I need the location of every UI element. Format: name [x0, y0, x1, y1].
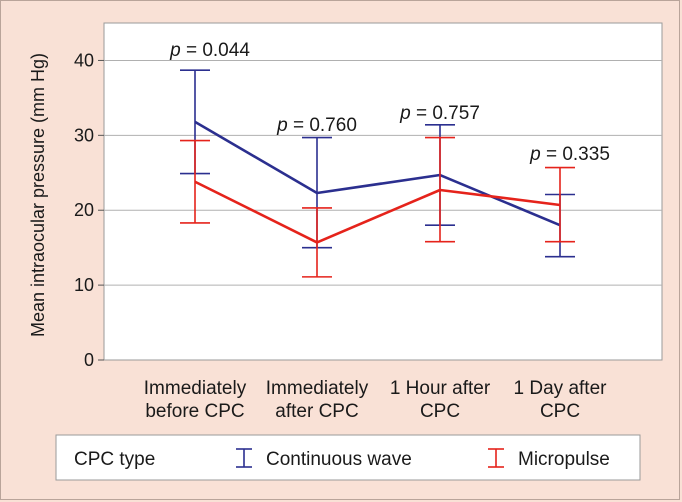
legend-label: Continuous wave [266, 449, 412, 470]
y-tick-label: 40 [74, 50, 94, 70]
x-category-line: CPC [540, 401, 580, 422]
x-category-line: Immediately [144, 378, 247, 399]
y-tick-label: 30 [74, 125, 94, 145]
error-bar-micropulse [302, 207, 332, 278]
legend-item-micropulse: Micropulse [488, 448, 610, 470]
p-symbol: p [276, 115, 288, 136]
legend: CPC type Continuous wave Micropulse [55, 434, 641, 481]
y-tick-label: 0 [84, 350, 94, 370]
p-value-text: = 0.044 [181, 40, 251, 61]
x-category-line: before CPC [145, 401, 244, 422]
p-symbol: p [399, 103, 411, 124]
x-category-label: 1 Hour after CPC [390, 378, 491, 422]
p-value-annotation: p = 0.757 [399, 103, 480, 124]
y-tick-label: 10 [74, 275, 94, 295]
p-symbol: p [529, 144, 541, 165]
plot-area [103, 22, 663, 361]
x-category-label: 1 Day after CPC [514, 378, 608, 422]
series-line-continuous-wave [194, 120, 561, 227]
legend-label: Micropulse [518, 449, 610, 470]
legend-item-continuous-wave: Continuous wave [236, 448, 412, 470]
legend-title: CPC type [74, 449, 155, 470]
p-value-annotation: p = 0.044 [169, 40, 250, 61]
p-value-annotation: p = 0.335 [529, 144, 610, 165]
legend-box [55, 434, 641, 481]
x-category-line: Immediately [266, 378, 369, 399]
p-value-annotation: p = 0.760 [276, 115, 357, 136]
error-bar-micropulse [180, 139, 210, 224]
series-line-micropulse [194, 180, 561, 244]
p-value-text: = 0.335 [541, 144, 610, 165]
error-bar-micropulse [545, 166, 575, 243]
x-category-label: Immediately before CPC [144, 378, 247, 422]
p-value-text: = 0.757 [411, 103, 480, 124]
p-symbol: p [169, 40, 181, 61]
p-value-text: = 0.760 [288, 115, 357, 136]
x-category-line: after CPC [275, 401, 358, 422]
x-category-label: Immediately after CPC [266, 378, 369, 422]
y-tick-label: 20 [74, 200, 94, 220]
x-category-line: 1 Hour after [390, 378, 491, 399]
error-bar-micropulse [425, 136, 455, 243]
x-category-line: 1 Day after [514, 378, 608, 399]
x-category-line: CPC [420, 401, 460, 422]
y-axis-label: Mean intraocular pressure (mm Hg) [28, 53, 48, 337]
